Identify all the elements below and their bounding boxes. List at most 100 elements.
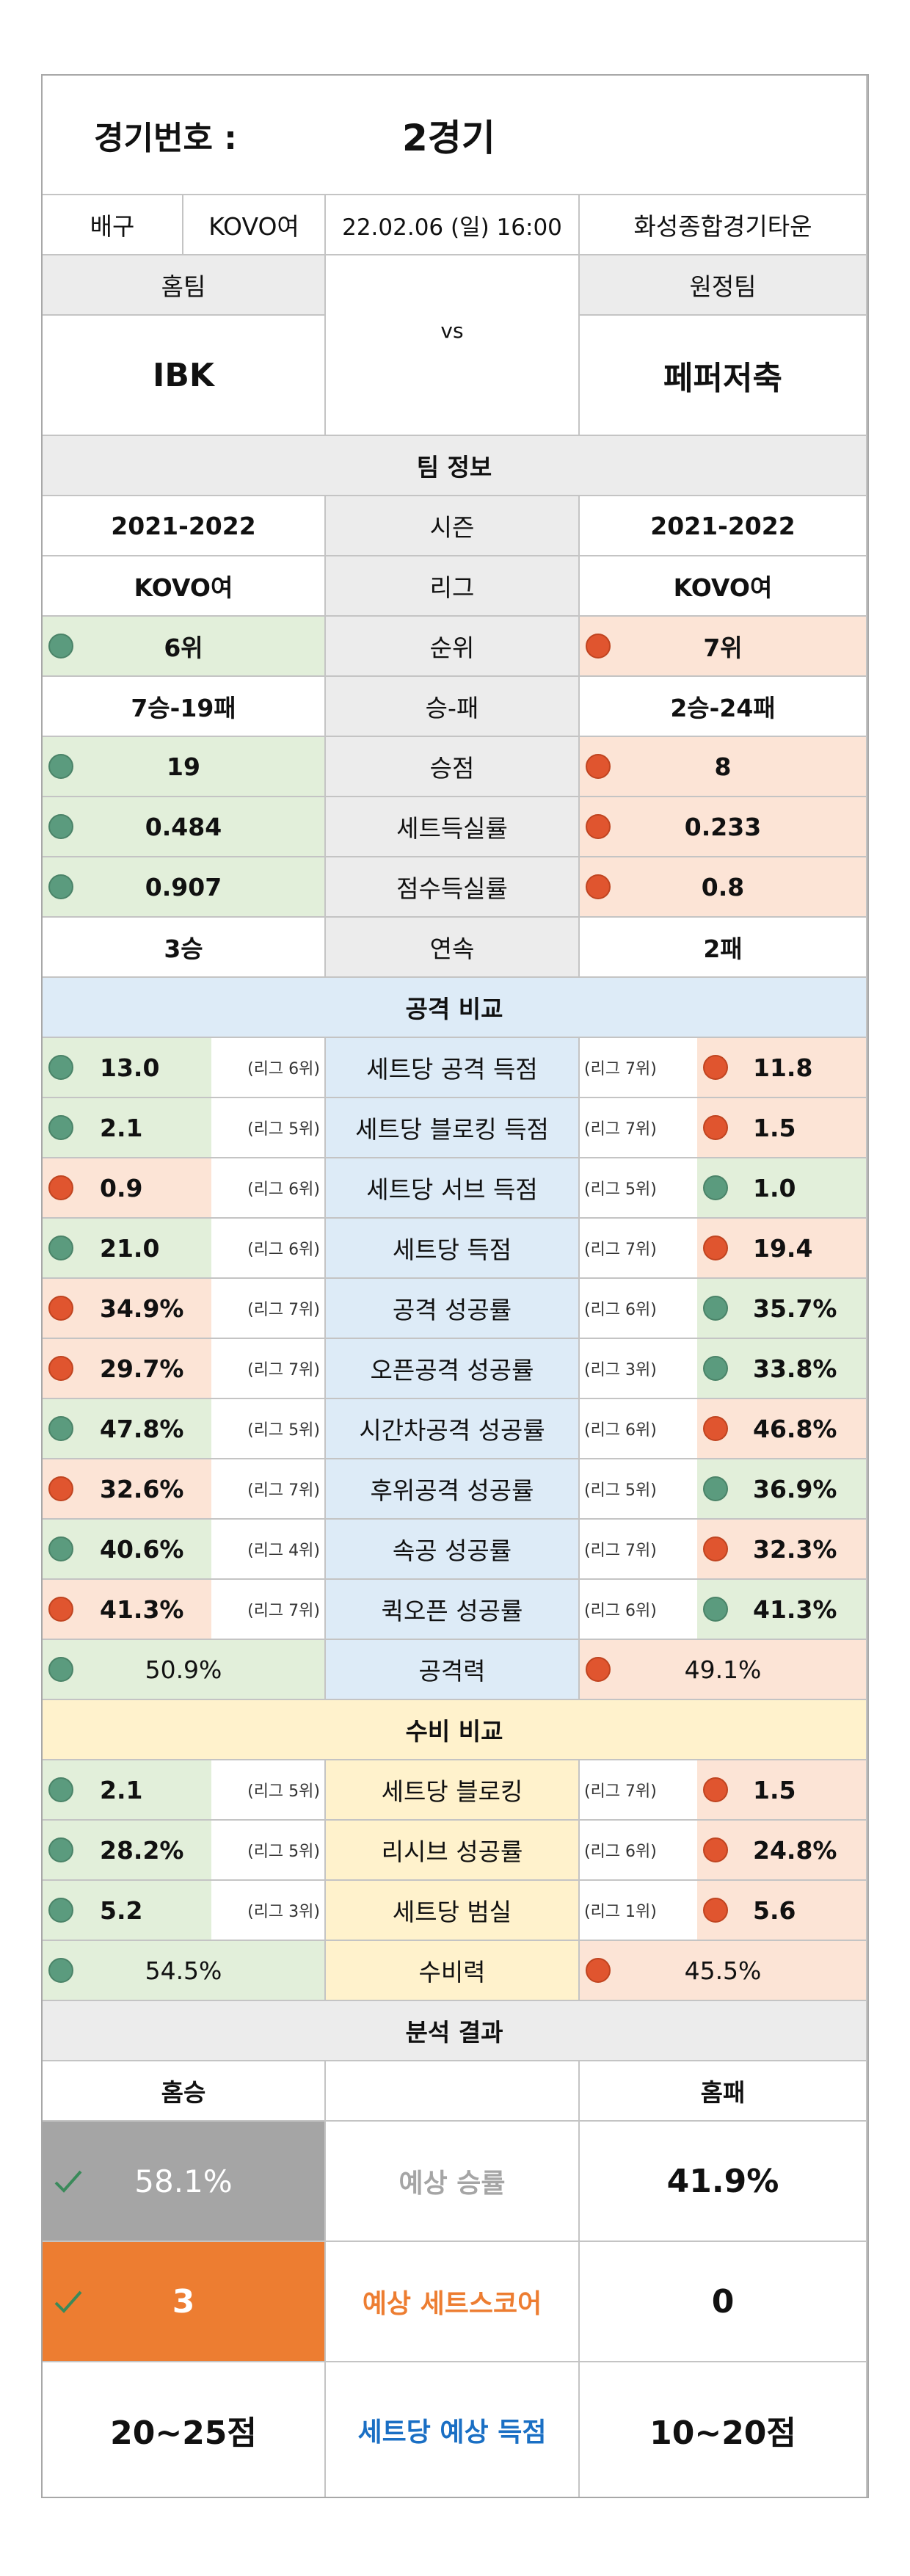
home-league-rank: (리그 4위)	[211, 1520, 326, 1580]
stat-label: 오픈공격 성공률	[326, 1339, 580, 1399]
analysis-title: 분석 결과	[43, 2001, 867, 2061]
away-league-rank: (리그 6위)	[580, 1399, 697, 1459]
green-circle-icon	[48, 1898, 73, 1923]
red-circle-icon	[48, 1597, 73, 1622]
stat-label: 세트당 공격 득점	[326, 1038, 580, 1098]
red-circle-icon	[703, 1536, 728, 1561]
green-circle-icon	[48, 1777, 73, 1802]
analysis-blank-header	[326, 2061, 580, 2122]
home-stat-value: 34.9%	[43, 1279, 211, 1339]
home-stat-number: 40.6%	[100, 1534, 184, 1564]
away-league-rank: (리그 7위)	[580, 1219, 697, 1279]
home-stat-number: 41.3%	[100, 1594, 184, 1624]
green-circle-icon	[48, 1958, 73, 1983]
stat-label: 속공 성공률	[326, 1520, 580, 1580]
home-stat-number: 13.0	[100, 1053, 160, 1082]
home-stat-value: 29.7%	[43, 1339, 211, 1399]
team-info-title: 팀 정보	[43, 436, 867, 496]
power-label: 공격력	[326, 1640, 580, 1700]
team-info-home-value: 6위	[43, 617, 326, 677]
win-rate-away: 41.9%	[580, 2122, 867, 2242]
away-league-rank: (리그 7위)	[580, 1520, 697, 1580]
away-league-rank: (리그 3위)	[580, 1339, 697, 1399]
away-power-value: 45.5%	[580, 1941, 867, 2001]
away-stat-value: 35.7%	[697, 1279, 867, 1339]
home-power-value: 54.5%	[43, 1941, 326, 2001]
red-circle-icon	[703, 1236, 728, 1260]
stat-label: 세트당 득점	[326, 1219, 580, 1279]
red-circle-icon	[703, 1115, 728, 1140]
team-info-away-value: 2승-24패	[580, 677, 867, 737]
away-stat-number: 36.9%	[753, 1474, 837, 1503]
team-info-home-value: 7승-19패	[43, 677, 326, 737]
team-info-home-value: 0.484	[43, 797, 326, 857]
green-circle-icon	[48, 1236, 73, 1260]
away-stat-value: 46.8%	[697, 1399, 867, 1459]
home-league-rank: (리그 5위)	[211, 1821, 326, 1881]
away-league-rank: (리그 7위)	[580, 1038, 697, 1098]
away-stat-number: 5.6	[753, 1895, 796, 1925]
away-stat-number: 24.8%	[753, 1835, 837, 1865]
stat-label: 시간차공격 성공률	[326, 1399, 580, 1459]
team-info-label: 시즌	[326, 496, 580, 556]
away-stat-value: 24.8%	[697, 1821, 867, 1881]
league-cell: KOVO여	[183, 195, 326, 255]
home-stat-value: 13.0	[43, 1038, 211, 1098]
points-label: 세트당 예상 득점	[326, 2362, 580, 2497]
home-loss-header: 홈패	[580, 2061, 867, 2122]
away-stat-value: 11.8	[697, 1038, 867, 1098]
red-circle-icon	[703, 1837, 728, 1862]
home-stat-number: 47.8%	[100, 1414, 184, 1443]
stat-label: 세트당 범실	[326, 1881, 580, 1941]
vs-cell: vs	[326, 255, 580, 436]
home-league-rank: (리그 6위)	[211, 1038, 326, 1098]
green-circle-icon	[48, 874, 73, 899]
away-stat-number: 32.3%	[753, 1534, 837, 1564]
green-circle-icon	[48, 1837, 73, 1862]
game-header: 경기번호 : 2경기	[43, 76, 867, 195]
red-circle-icon	[48, 1356, 73, 1381]
home-win-header: 홈승	[43, 2061, 326, 2122]
green-circle-icon	[703, 1476, 728, 1501]
stat-label: 퀵오픈 성공률	[326, 1580, 580, 1640]
home-team-name: IBK	[43, 316, 326, 436]
green-circle-icon	[48, 754, 73, 779]
home-league-rank: (리그 7위)	[211, 1279, 326, 1339]
away-stat-value: 41.3%	[697, 1580, 867, 1640]
away-stat-value: 19.4	[697, 1219, 867, 1279]
home-league-rank: (리그 5위)	[211, 1098, 326, 1158]
team-info-label: 점수득실률	[326, 857, 580, 918]
green-circle-icon	[48, 1657, 73, 1682]
home-stat-number: 29.7%	[100, 1354, 184, 1383]
green-circle-icon	[703, 1175, 728, 1200]
home-league-rank: (리그 7위)	[211, 1459, 326, 1520]
set-score-home: 3	[43, 2242, 326, 2362]
team-info-away-value: 8	[580, 737, 867, 797]
team-info-away-value: 2패	[580, 918, 867, 978]
home-stat-number: 0.9	[100, 1173, 143, 1202]
home-stat-value: 21.0	[43, 1219, 211, 1279]
away-stat-value: 36.9%	[697, 1459, 867, 1520]
team-info-away-value: 0.233	[580, 797, 867, 857]
team-info-away-value: 7위	[580, 617, 867, 677]
home-stat-value: 40.6%	[43, 1520, 211, 1580]
away-league-rank: (리그 7위)	[580, 1760, 697, 1821]
red-circle-icon	[586, 874, 611, 899]
team-info-away-value: 0.8	[580, 857, 867, 918]
away-stat-number: 1.5	[753, 1113, 796, 1142]
red-circle-icon	[703, 1777, 728, 1802]
game-number-label: 경기번호 :	[94, 119, 237, 157]
away-power-value: 49.1%	[580, 1640, 867, 1700]
team-info-label: 리그	[326, 556, 580, 617]
home-league-rank: (리그 5위)	[211, 1399, 326, 1459]
team-info-label: 승점	[326, 737, 580, 797]
venue-cell: 화성종합경기타운	[580, 195, 867, 255]
green-circle-icon	[48, 814, 73, 839]
red-circle-icon	[586, 634, 611, 658]
home-stat-value: 47.8%	[43, 1399, 211, 1459]
away-league-rank: (리그 7위)	[580, 1098, 697, 1158]
away-league-rank: (리그 5위)	[580, 1459, 697, 1520]
away-stat-number: 46.8%	[753, 1414, 837, 1443]
stat-label: 세트당 블로킹 득점	[326, 1098, 580, 1158]
home-stat-value: 32.6%	[43, 1459, 211, 1520]
